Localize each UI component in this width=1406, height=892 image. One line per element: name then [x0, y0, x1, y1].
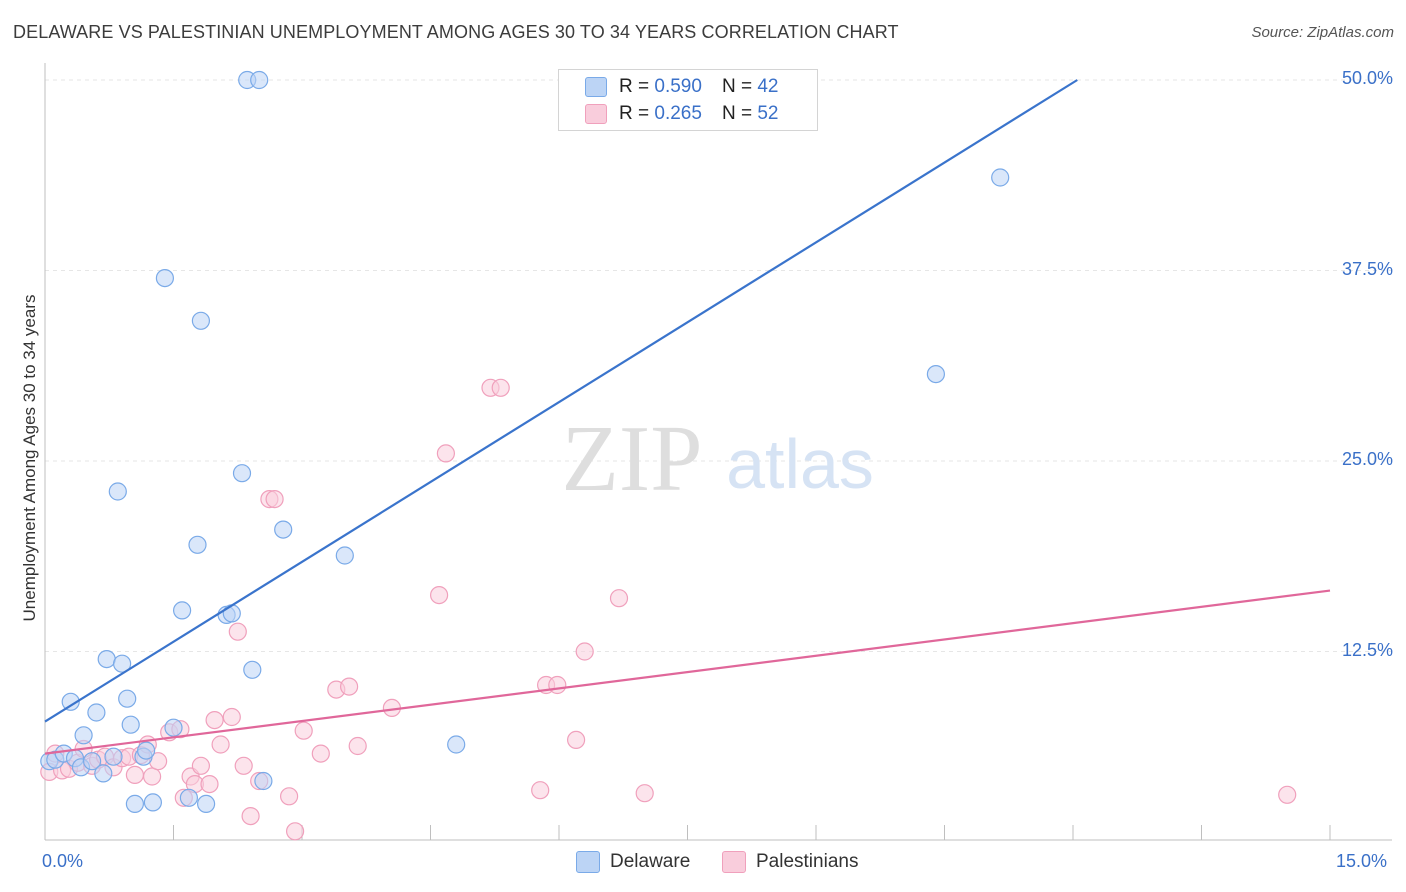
palestinians-point-12: [125, 765, 144, 785]
y-axis-label: Unemployment Among Ages 30 to 34 years: [20, 294, 39, 622]
y-tick-label-1: 25.0%: [1341, 449, 1393, 469]
palestinians-point-15: [143, 767, 162, 786]
palestinians-trendline: [44, 589, 1331, 755]
delaware-point-36: [447, 735, 466, 754]
x-tick-label-max: 15.0%: [1336, 851, 1388, 871]
delaware-swatch-icon: [585, 77, 607, 97]
delaware-point-31: [243, 660, 262, 679]
delaware-trendline: [44, 79, 1078, 723]
stats-row-delaware: R = 0.590 N = 42: [585, 75, 778, 99]
stats-row-palestinians: R = 0.265 N = 52: [585, 102, 778, 126]
legend-delaware-label: Delaware: [610, 851, 691, 872]
palestinians-point-42: [436, 444, 455, 463]
delaware-point-23: [179, 788, 198, 807]
palestinians-point-27: [228, 622, 247, 641]
palestinians-point-44: [491, 378, 510, 397]
delaware-point-22: [173, 601, 192, 620]
chart-title: DELAWARE VS PALESTINIAN UNEMPLOYMENT AMO…: [13, 22, 899, 42]
palestinians-n-value: 52: [757, 103, 779, 124]
delaware-point-26: [197, 794, 216, 814]
delaware-n-value: 42: [757, 76, 779, 97]
delaware-point-19: [143, 793, 162, 812]
axes: [44, 63, 1392, 841]
palestinians-point-45: [531, 781, 550, 800]
watermark-atlas: atlas: [726, 425, 874, 503]
n-label: N =: [721, 76, 753, 97]
watermark-zip: ZIP: [562, 407, 703, 511]
delaware-r-value: 0.590: [654, 76, 702, 97]
palestinians-point-41: [430, 585, 449, 605]
delaware-point-32: [250, 70, 269, 90]
x-tick-label-min: 0.0%: [42, 851, 84, 871]
delaware-point-9: [94, 764, 113, 783]
gridlines: [45, 79, 1392, 652]
delaware-legend-swatch-icon: [576, 851, 600, 873]
palestinians-point-28: [234, 756, 253, 775]
delaware-point-8: [87, 703, 106, 722]
palestinians-point-33: [280, 787, 299, 806]
palestinians-point-48: [566, 730, 586, 750]
palestinians-r-value: 0.265: [654, 103, 702, 124]
delaware-point-38: [991, 168, 1010, 187]
palestinians-point-22: [191, 756, 210, 775]
delaware-points: [40, 70, 1010, 814]
delaware-point-21: [164, 718, 183, 737]
palestinians-point-25: [211, 735, 230, 754]
palestinians-point-39: [348, 736, 367, 756]
delaware-point-24: [188, 535, 207, 554]
palestinians-swatch-icon: [585, 104, 607, 124]
palestinians-point-47: [548, 675, 567, 695]
correlation-stats-box: R = 0.590 N = 42 R = 0.265 N = 52: [558, 69, 818, 131]
palestinians-point-52: [1278, 785, 1297, 804]
delaware-point-7: [82, 752, 102, 771]
delaware-point-28: [222, 604, 241, 623]
palestinians-point-34: [286, 822, 305, 841]
palestinians-point-26: [222, 707, 241, 727]
palestinians-point-36: [311, 744, 330, 763]
delaware-point-25: [191, 311, 210, 330]
delaware-point-14: [118, 689, 137, 708]
legend-delaware[interactable]: Delaware: [576, 851, 690, 873]
delaware-point-16: [125, 794, 144, 814]
delaware-point-13: [112, 654, 132, 673]
palestinians-point-23: [200, 774, 219, 794]
source-label: Source: ZipAtlas.com: [1251, 24, 1394, 41]
trendlines: [44, 79, 1331, 755]
delaware-point-12: [108, 482, 127, 501]
palestinians-point-49: [575, 642, 594, 661]
palestinians-legend-swatch-icon: [722, 851, 746, 873]
y-tick-label-0: 12.5%: [1341, 639, 1393, 660]
delaware-point-20: [155, 269, 174, 288]
palestinians-point-29: [241, 806, 260, 826]
delaware-point-35: [335, 546, 354, 565]
palestinians-point-35: [294, 721, 313, 740]
delaware-point-6: [74, 726, 93, 745]
y-tick-label-3: 50.0%: [1341, 68, 1393, 88]
palestinians-point-50: [609, 589, 629, 608]
palestinians-point-24: [205, 710, 224, 730]
delaware-point-34: [274, 520, 293, 539]
delaware-point-3: [61, 692, 80, 711]
y-tick-label-2: 37.5%: [1341, 258, 1393, 279]
palestinians-point-32: [265, 490, 284, 509]
legend-palestinians[interactable]: Palestinians: [722, 851, 858, 873]
delaware-point-10: [97, 649, 116, 669]
delaware-point-18: [137, 741, 156, 760]
delaware-point-11: [104, 747, 123, 766]
delaware-point-29: [232, 464, 252, 483]
delaware-point-33: [254, 771, 273, 791]
palestinians-point-38: [340, 677, 359, 696]
r-label: R =: [619, 76, 650, 97]
delaware-point-37: [926, 365, 946, 384]
delaware-point-15: [121, 715, 140, 734]
palestinians-point-51: [635, 784, 654, 803]
legend-palestinians-label: Palestinians: [756, 851, 859, 872]
watermark: ZIP atlas: [562, 407, 874, 511]
r-label: R =: [619, 103, 650, 124]
n-label: N =: [721, 103, 753, 124]
